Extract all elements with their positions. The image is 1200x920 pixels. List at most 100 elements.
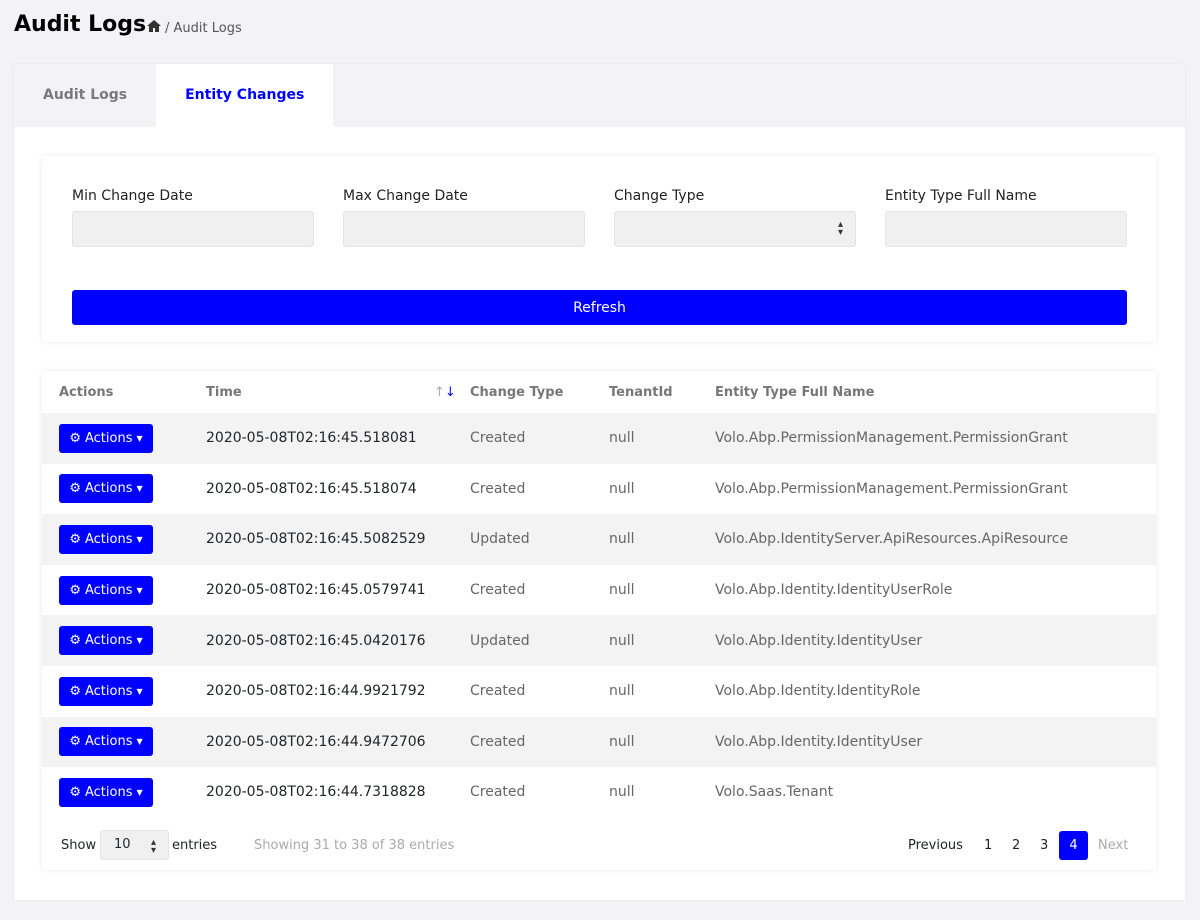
time-cell: 2020-05-08T02:16:44.9472706 [206,733,426,750]
table-row: ⚙ Actions ▼ 2020-05-08T02:16:44.9921792 Cr… [42,666,1156,717]
col-entity-type[interactable]: Entity Type Full Name [715,384,875,400]
actions-button[interactable]: ⚙ Actions ▼ [59,524,153,554]
tenant-cell: null [609,480,635,497]
col-time[interactable]: Time [206,384,242,400]
max-date-input[interactable] [343,211,585,247]
gear-icon: ⚙ [69,683,81,699]
actions-button[interactable]: ⚙ Actions ▼ [59,575,153,605]
entity-type-cell: Volo.Abp.IdentityServer.ApiResources.Api… [715,531,1069,548]
actions-button[interactable]: ⚙ Actions ▼ [59,474,153,504]
entity-type-cell: Volo.Abp.Identity.IdentityUserRole [715,582,953,599]
filter-panel: Min Change Date Max Change Date Change T… [42,156,1156,342]
entries-info: Showing 31 to 38 of 38 entries [254,837,455,853]
table-row: ⚙ Actions ▼ 2020-05-08T02:16:45.5082529 Up… [42,514,1156,565]
entries-label: entries [172,837,218,853]
table-footer: Show 10 ▴ ▾ entries Showing 31 to 38 of 38… [42,820,1156,870]
caret-down-icon: ▼ [136,787,143,797]
time-cell: 2020-05-08T02:16:45.518081 [206,430,417,447]
actions-label: Actions [85,784,133,800]
page-1[interactable]: 1 [984,837,993,853]
tenant-cell: null [609,531,635,548]
actions-label: Actions [85,531,133,547]
breadcrumb: / Audit Logs [147,20,242,36]
caret-down-icon: ▼ [136,585,143,595]
entity-type-label: Entity Type Full Name [885,188,1037,204]
page-size-select[interactable]: 10 ▴ ▾ [100,830,169,860]
previous-button[interactable]: Previous [908,837,963,853]
actions-button[interactable]: ⚙ Actions ▼ [59,676,153,706]
actions-label: Actions [85,430,133,446]
show-label: Show [61,837,97,853]
page-2[interactable]: 2 [1012,837,1021,853]
select-arrows-icon: ▴ ▾ [837,219,843,238]
refresh-button[interactable]: Refresh [72,290,1127,325]
gear-icon: ⚙ [69,430,81,446]
tenant-cell: null [609,582,635,599]
tenant-cell: null [609,683,635,700]
change-type-cell: Created [470,480,526,497]
change-type-cell: Created [470,430,526,447]
time-cell: 2020-05-08T02:16:45.0579741 [206,582,426,599]
table-row: ⚙ Actions ▼ 2020-05-08T02:16:44.7318828 Cr… [42,767,1156,818]
col-change-type[interactable]: Change Type [470,384,564,400]
actions-button[interactable]: ⚙ Actions ▼ [59,727,153,757]
tenant-cell: null [609,430,635,447]
tab-audit-logs[interactable]: Audit Logs [43,87,128,103]
actions-button[interactable]: ⚙ Actions ▼ [59,777,153,807]
change-type-select[interactable]: ▴ ▾ [614,211,856,247]
breadcrumb-current: / Audit Logs [165,20,242,36]
change-type-cell: Updated [470,632,530,649]
entity-type-cell: Volo.Abp.Identity.IdentityRole [715,683,921,700]
gear-icon: ⚙ [69,582,81,598]
table-row: ⚙ Actions ▼ 2020-05-08T02:16:45.0420176 Up… [42,615,1156,666]
gear-icon: ⚙ [69,531,81,547]
caret-down-icon: ▼ [136,433,143,443]
page-size-value: 10 [114,837,131,852]
page-4[interactable]: 4 [1059,830,1088,860]
tab-entity-changes[interactable]: Entity Changes [156,64,334,127]
actions-button[interactable]: ⚙ Actions ▼ [59,626,153,656]
page-title: Audit Logs [14,12,147,37]
entity-type-cell: Volo.Abp.PermissionManagement.Permission… [715,480,1068,497]
next-button[interactable]: Next [1098,837,1129,853]
tab-bar: Audit Logs Entity Changes [14,64,1185,127]
page-3[interactable]: 3 [1040,837,1049,853]
table-row: ⚙ Actions ▼ 2020-05-08T02:16:45.518074 Cre… [42,464,1156,515]
change-type-cell: Updated [470,531,530,548]
entity-type-cell: Volo.Saas.Tenant [715,784,834,801]
change-type-cell: Created [470,733,526,750]
change-type-cell: Created [470,784,526,801]
actions-button[interactable]: ⚙ Actions ▼ [59,423,153,453]
col-tenant[interactable]: TenantId [609,384,673,400]
table-row: ⚙ Actions ▼ 2020-05-08T02:16:44.9472706 Cr… [42,716,1156,768]
gear-icon: ⚙ [69,784,81,800]
entity-type-cell: Volo.Abp.Identity.IdentityUser [715,733,923,750]
min-date-label: Min Change Date [72,188,193,204]
time-cell: 2020-05-08T02:16:45.0420176 [206,632,426,649]
select-arrows-icon: ▴ ▾ [150,837,156,856]
time-cell: 2020-05-08T02:16:45.5082529 [206,531,426,548]
tenant-cell: null [609,733,635,750]
change-type-cell: Created [470,683,526,700]
entity-type-cell: Volo.Abp.Identity.IdentityUser [715,632,923,649]
time-cell: 2020-05-08T02:16:44.7318828 [206,784,426,801]
entity-type-input[interactable] [885,211,1127,247]
entity-type-cell: Volo.Abp.PermissionManagement.Permission… [715,430,1068,447]
entity-changes-table: Actions Time ↑↓ Change Type TenantId Ent… [42,371,1156,870]
time-cell: 2020-05-08T02:16:44.9921792 [206,683,426,700]
home-icon[interactable] [147,20,161,36]
main-card: Audit Logs Entity Changes Min Change Dat… [14,64,1185,900]
table-header: Actions Time ↑↓ Change Type TenantId Ent… [42,371,1156,413]
change-type-cell: Created [470,582,526,599]
actions-label: Actions [85,633,133,649]
gear-icon: ⚙ [69,633,81,649]
caret-down-icon: ▼ [136,484,143,494]
max-date-label: Max Change Date [343,188,468,204]
gear-icon: ⚙ [69,734,81,750]
table-row: ⚙ Actions ▼ 2020-05-08T02:16:45.518081 Cre… [42,413,1156,464]
sort-icon[interactable]: ↑↓ [434,384,456,400]
min-date-input[interactable] [72,211,314,247]
table-row: ⚙ Actions ▼ 2020-05-08T02:16:45.0579741 Cr… [42,565,1156,616]
caret-down-icon: ▼ [136,534,143,544]
actions-label: Actions [85,481,133,497]
